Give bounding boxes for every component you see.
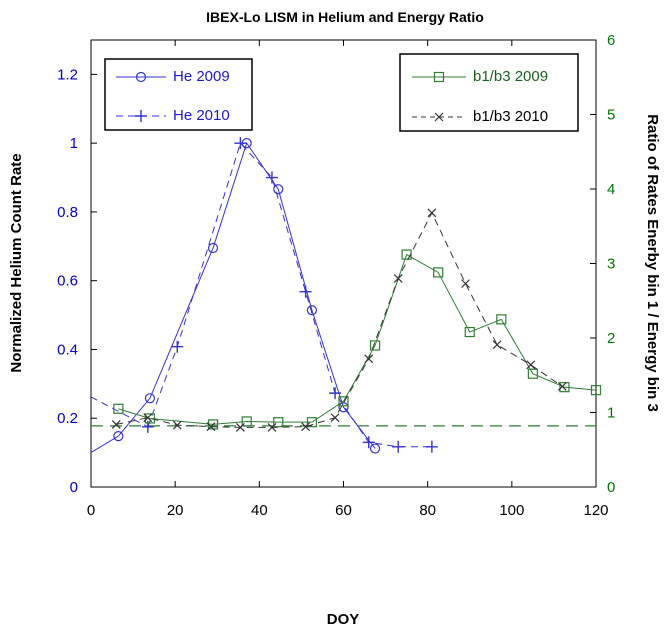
data-point	[362, 436, 375, 449]
y-right-tick-label: 0	[607, 479, 615, 496]
x-tick-label: 100	[499, 502, 524, 519]
data-point	[171, 340, 184, 353]
legend-ratio-box	[399, 53, 579, 132]
legend-entry-ratio-2009: b1/b3 2009	[473, 68, 548, 85]
series-line	[117, 142, 376, 449]
x-tick-label: 40	[251, 502, 268, 519]
data-point	[301, 422, 311, 432]
y-right-tick-label: 5	[607, 107, 615, 124]
data-point	[143, 413, 153, 423]
data-point	[299, 285, 312, 298]
data-point	[306, 417, 318, 428]
data-point	[461, 279, 470, 289]
legend-entry-ratio-2010: b1/b3 2010	[473, 108, 548, 125]
legend-ratio: b1/b3 2009 b1/b3 2010	[399, 53, 579, 132]
y-left-tick-label: 0	[70, 479, 78, 496]
data-point	[267, 422, 277, 432]
data-point	[557, 382, 567, 391]
data-point	[492, 340, 502, 350]
x-axis-label: DOY	[327, 611, 360, 628]
data-point	[464, 326, 475, 338]
data-point	[433, 267, 444, 278]
data-point	[207, 242, 219, 254]
data-point	[273, 417, 284, 428]
x-tick-label: 20	[167, 502, 184, 519]
data-point	[241, 416, 252, 427]
x-tick-label: 80	[419, 502, 436, 519]
data-point	[113, 403, 124, 414]
series-he-2009	[90, 138, 381, 454]
legend-entry-he-2009: He 2009	[173, 68, 230, 85]
data-point	[527, 368, 538, 379]
data-point	[144, 393, 156, 404]
y-right-tick-label: 3	[607, 256, 615, 273]
data-point	[364, 354, 374, 364]
y-left-tick-label: 1.2	[57, 66, 78, 83]
series-layer	[90, 137, 602, 454]
y-axis-right-label: Ratio of Rates Enerby bin 1 / Energy bin…	[644, 114, 661, 412]
data-point	[172, 420, 182, 430]
data-point	[392, 440, 405, 453]
data-point	[526, 360, 536, 370]
y-right-tick-label: 1	[607, 405, 615, 422]
legend-entry-he-2010: He 2010	[173, 107, 230, 124]
y-left-tick-label: 0.6	[57, 273, 78, 290]
data-point	[369, 340, 381, 351]
series-trend-line	[90, 435, 119, 454]
data-point	[369, 443, 381, 454]
axis-layer: 0 20 40 60 80 100 120 0 0.2 0.4 0.6 0.8 1 1.2 0 1 2 3 4 5 6	[57, 32, 615, 519]
x-tick-label: 0	[87, 502, 95, 519]
y-left-tick-label: 1	[70, 135, 78, 152]
y-right-tick-label: 4	[607, 181, 615, 198]
data-point	[338, 402, 349, 413]
data-point	[235, 422, 245, 432]
data-point	[401, 249, 412, 260]
data-point	[273, 184, 284, 195]
data-point	[329, 387, 342, 400]
data-point	[113, 431, 124, 442]
y-left-tick-label: 0.4	[57, 341, 78, 358]
y-axis-left-label: Normalized Helium Count Rate	[8, 153, 25, 372]
series-line	[147, 142, 432, 448]
data-point	[234, 137, 247, 150]
legend-helium-box	[104, 58, 253, 131]
legend-ratio-2010-marker	[434, 112, 444, 122]
y-right-tick-label: 2	[607, 330, 615, 347]
series-b1-b3-2010	[111, 208, 567, 432]
data-point	[427, 208, 437, 218]
data-point	[338, 396, 349, 407]
series-line	[118, 253, 597, 425]
data-point	[330, 413, 340, 423]
legend-he-2009-marker	[135, 71, 147, 83]
series-trend-line	[90, 396, 149, 428]
data-point	[393, 273, 403, 283]
x-tick-label: 120	[583, 502, 608, 519]
y-left-tick-label: 0.8	[57, 204, 78, 221]
x-tick-label: 60	[335, 502, 352, 519]
legend-helium: He 2009 He 2010	[104, 58, 253, 131]
y-left-tick-label: 0.2	[57, 410, 78, 427]
data-point	[496, 314, 507, 325]
data-point	[265, 171, 278, 184]
data-point	[306, 305, 318, 316]
series-he-2010	[90, 137, 438, 453]
data-point	[590, 385, 602, 396]
chart-title: IBEX-Lo LISM in Helium and Energy Ratio	[206, 9, 484, 25]
data-point	[111, 419, 121, 429]
y-right-tick-label: 6	[607, 32, 615, 49]
data-point	[206, 422, 216, 432]
data-point	[425, 440, 438, 453]
data-point	[559, 382, 570, 393]
legend-he-2010-marker	[135, 110, 147, 122]
legend-ratio-2009-marker	[433, 71, 445, 83]
